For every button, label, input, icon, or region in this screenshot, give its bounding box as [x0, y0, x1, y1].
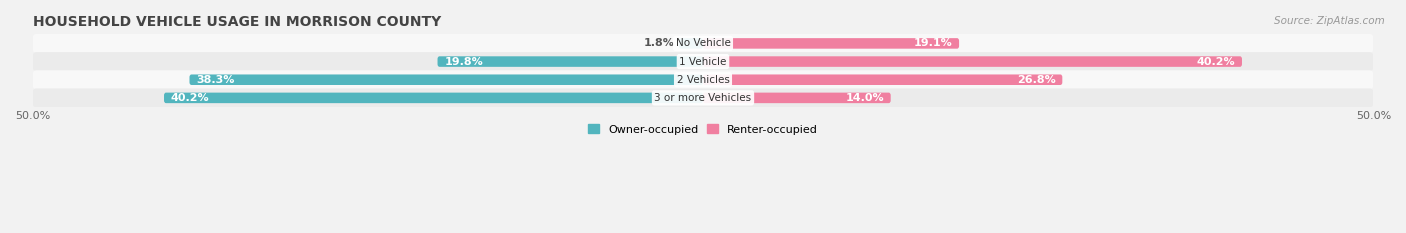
Text: Source: ZipAtlas.com: Source: ZipAtlas.com	[1274, 16, 1385, 26]
FancyBboxPatch shape	[32, 34, 1374, 53]
Text: HOUSEHOLD VEHICLE USAGE IN MORRISON COUNTY: HOUSEHOLD VEHICLE USAGE IN MORRISON COUN…	[32, 15, 441, 29]
FancyBboxPatch shape	[32, 70, 1374, 89]
FancyBboxPatch shape	[703, 93, 891, 103]
FancyBboxPatch shape	[703, 56, 1241, 67]
Text: 40.2%: 40.2%	[170, 93, 209, 103]
Text: 19.1%: 19.1%	[914, 38, 952, 48]
Text: 40.2%: 40.2%	[1197, 57, 1236, 67]
FancyBboxPatch shape	[32, 52, 1374, 71]
Text: No Vehicle: No Vehicle	[675, 38, 731, 48]
FancyBboxPatch shape	[703, 75, 1063, 85]
Legend: Owner-occupied, Renter-occupied: Owner-occupied, Renter-occupied	[583, 120, 823, 139]
Text: 1.8%: 1.8%	[644, 38, 675, 48]
Text: 19.8%: 19.8%	[444, 57, 484, 67]
Text: 14.0%: 14.0%	[845, 93, 884, 103]
FancyBboxPatch shape	[703, 38, 959, 49]
Text: 1 Vehicle: 1 Vehicle	[679, 57, 727, 67]
FancyBboxPatch shape	[190, 75, 703, 85]
Text: 2 Vehicles: 2 Vehicles	[676, 75, 730, 85]
Text: 3 or more Vehicles: 3 or more Vehicles	[654, 93, 752, 103]
Text: 38.3%: 38.3%	[197, 75, 235, 85]
FancyBboxPatch shape	[32, 89, 1374, 107]
FancyBboxPatch shape	[165, 93, 703, 103]
FancyBboxPatch shape	[679, 38, 703, 49]
FancyBboxPatch shape	[437, 56, 703, 67]
Text: 26.8%: 26.8%	[1017, 75, 1056, 85]
